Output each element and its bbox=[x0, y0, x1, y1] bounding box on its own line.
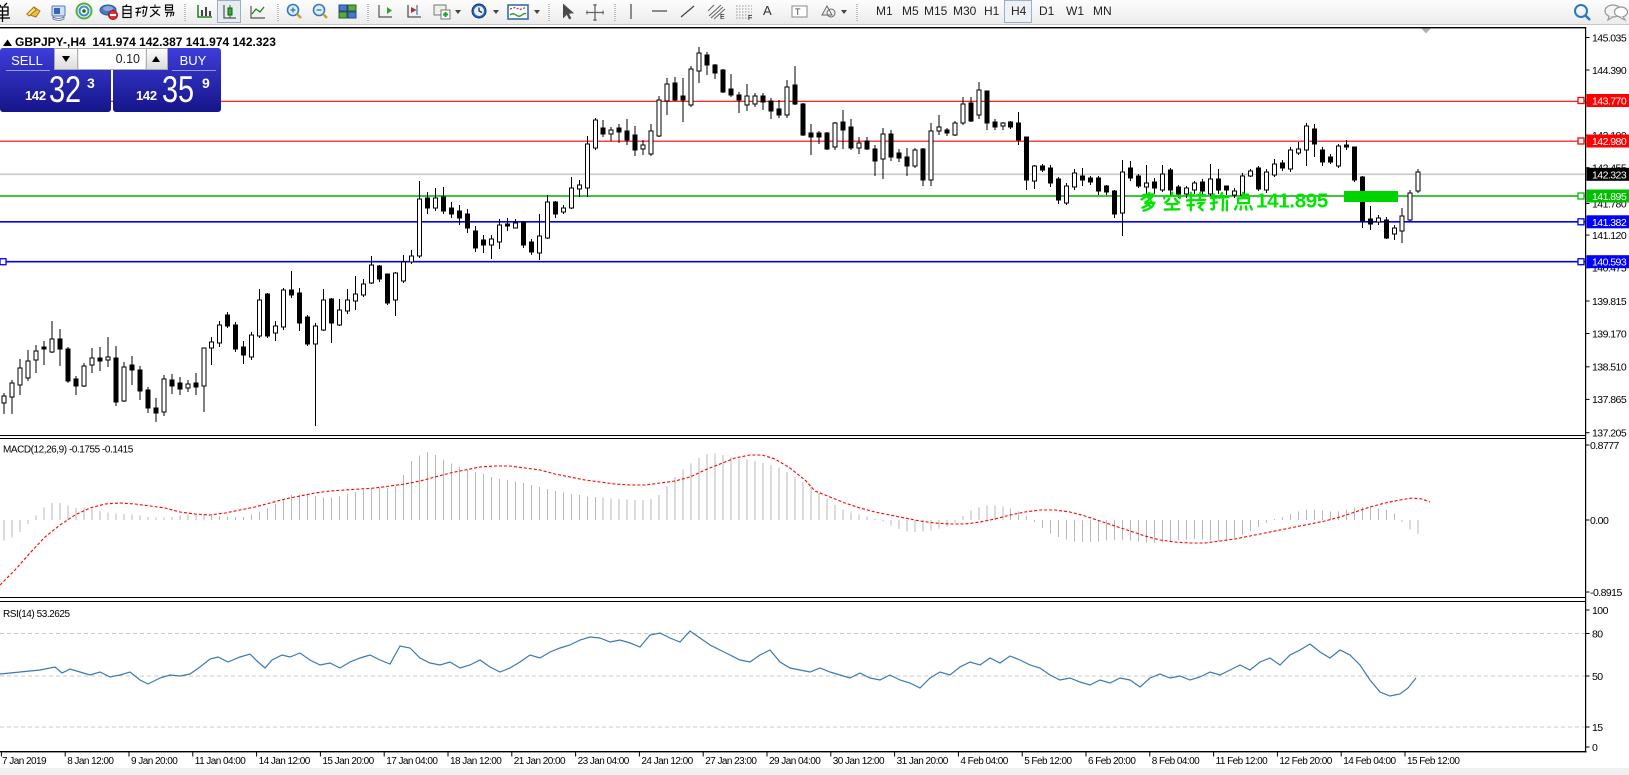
svg-text:0: 0 bbox=[1592, 742, 1598, 754]
svg-text:141.120: 141.120 bbox=[1592, 230, 1627, 242]
svg-text:0.00: 0.00 bbox=[1590, 515, 1609, 527]
svg-text:15 Feb 12:00: 15 Feb 12:00 bbox=[1407, 756, 1460, 767]
svg-text:0.8777: 0.8777 bbox=[1590, 440, 1620, 452]
svg-text:31 Jan 20:00: 31 Jan 20:00 bbox=[897, 756, 949, 767]
svg-text:141.895: 141.895 bbox=[1256, 190, 1328, 213]
svg-text:E: E bbox=[720, 14, 725, 21]
svg-text:50: 50 bbox=[1592, 671, 1603, 683]
svg-text:6 Feb 20:00: 6 Feb 20:00 bbox=[1088, 756, 1136, 767]
svg-text:138.510: 138.510 bbox=[1592, 362, 1627, 374]
svg-text:17 Jan 04:00: 17 Jan 04:00 bbox=[386, 756, 438, 767]
svg-text:137.205: 137.205 bbox=[1592, 428, 1627, 440]
svg-text:143.770: 143.770 bbox=[1592, 96, 1627, 108]
svg-text:140.593: 140.593 bbox=[1592, 257, 1627, 269]
svg-text:T: T bbox=[795, 7, 801, 17]
svg-text:11 Jan 04:00: 11 Jan 04:00 bbox=[195, 756, 246, 767]
svg-text:11 Feb 12:00: 11 Feb 12:00 bbox=[1216, 756, 1269, 767]
svg-text:30 Jan 12:00: 30 Jan 12:00 bbox=[833, 756, 885, 767]
svg-text:142.323: 142.323 bbox=[1592, 169, 1627, 181]
svg-text:142.980: 142.980 bbox=[1592, 136, 1627, 148]
svg-text:24 Jan 12:00: 24 Jan 12:00 bbox=[641, 756, 693, 767]
svg-text:18 Jan 12:00: 18 Jan 12:00 bbox=[450, 756, 502, 767]
svg-text:GBPJPY-,H4 141.974 142.387 14: GBPJPY-,H4 141.974 142.387 141.974 142.3… bbox=[15, 35, 276, 49]
svg-text:5 Feb 12:00: 5 Feb 12:00 bbox=[1024, 756, 1072, 767]
svg-text:137.865: 137.865 bbox=[1592, 394, 1627, 406]
svg-text:23 Jan 04:00: 23 Jan 04:00 bbox=[578, 756, 630, 767]
svg-text:7 Jan 2019: 7 Jan 2019 bbox=[2, 756, 47, 767]
svg-text:145.035: 145.035 bbox=[1592, 32, 1627, 44]
svg-text:RSI(14) 53.2625: RSI(14) 53.2625 bbox=[3, 609, 71, 620]
svg-text:141.895: 141.895 bbox=[1592, 191, 1627, 203]
svg-text:4 Feb 04:00: 4 Feb 04:00 bbox=[960, 756, 1008, 767]
svg-text:141.382: 141.382 bbox=[1592, 217, 1627, 229]
svg-text:14 Jan 12:00: 14 Jan 12:00 bbox=[259, 756, 311, 767]
svg-text:27 Jan 23:00: 27 Jan 23:00 bbox=[705, 756, 757, 767]
svg-text:15 Jan 20:00: 15 Jan 20:00 bbox=[322, 756, 374, 767]
svg-text:8 Jan 12:00: 8 Jan 12:00 bbox=[67, 756, 114, 767]
svg-text:139.815: 139.815 bbox=[1592, 296, 1627, 308]
svg-text:144.390: 144.390 bbox=[1592, 65, 1627, 77]
svg-text:139.170: 139.170 bbox=[1592, 328, 1627, 340]
svg-text:12 Feb 20:00: 12 Feb 20:00 bbox=[1279, 756, 1332, 767]
svg-text:29 Jan 04:00: 29 Jan 04:00 bbox=[769, 756, 821, 767]
svg-text:8 Feb 04:00: 8 Feb 04:00 bbox=[1152, 756, 1200, 767]
svg-text:-0.8915: -0.8915 bbox=[1590, 587, 1622, 599]
svg-text:21 Jan 20:00: 21 Jan 20:00 bbox=[514, 756, 566, 767]
svg-text:F: F bbox=[748, 15, 752, 22]
svg-text:80: 80 bbox=[1592, 628, 1603, 640]
svg-text:100: 100 bbox=[1592, 605, 1609, 617]
svg-text:9 Jan 20:00: 9 Jan 20:00 bbox=[131, 756, 178, 767]
svg-text:14 Feb 04:00: 14 Feb 04:00 bbox=[1343, 756, 1396, 767]
svg-text:MACD(12,26,9) -0.1755 -0.1415: MACD(12,26,9) -0.1755 -0.1415 bbox=[3, 445, 134, 456]
svg-text:15: 15 bbox=[1592, 722, 1603, 734]
